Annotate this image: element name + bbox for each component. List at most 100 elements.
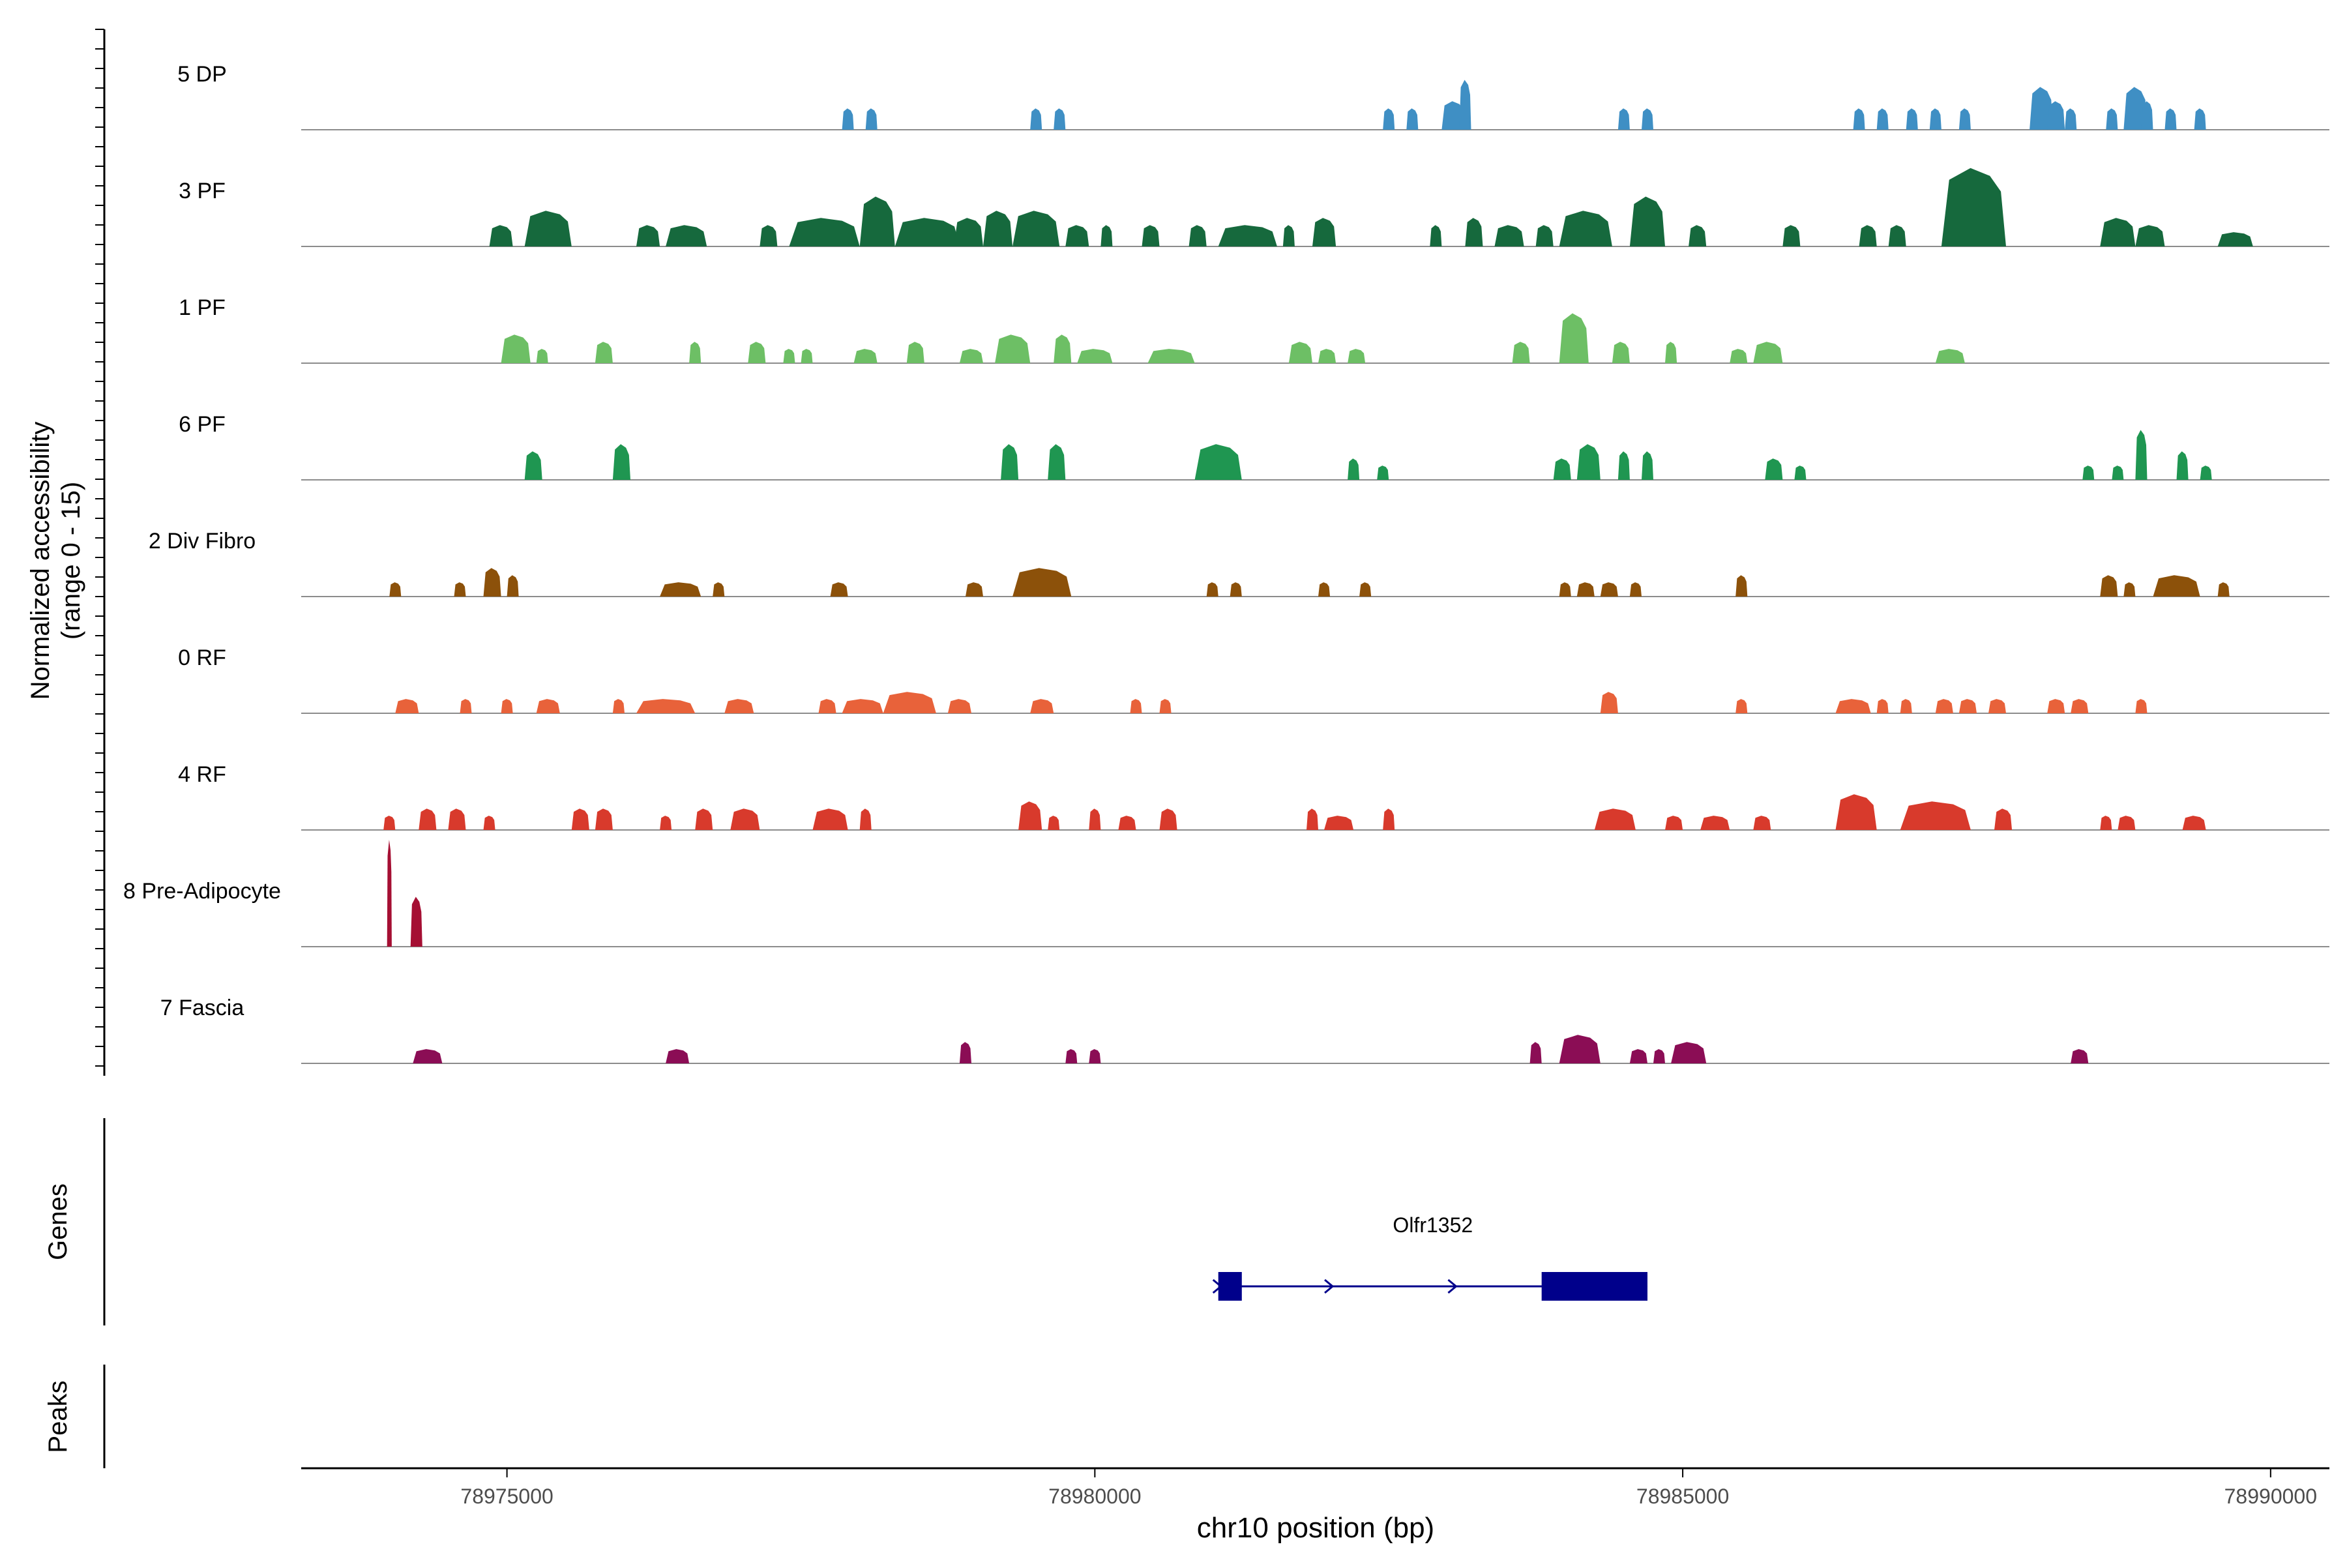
track-5: 0 RF <box>178 645 2329 714</box>
track-peak-19 <box>1612 342 1630 363</box>
track-0: 5 DP <box>177 62 2329 130</box>
track-peak-12 <box>1048 816 1060 830</box>
track-peak-8 <box>1576 444 1601 480</box>
track-peak-5 <box>636 699 696 713</box>
track-peak-11 <box>1054 334 1072 363</box>
track-peak-22 <box>2047 699 2065 713</box>
track-peak-16 <box>1282 225 1295 246</box>
x-axis-ticks: 78975000 78980000 78985000 78990000 <box>460 1468 2317 1508</box>
track-peak-31 <box>2217 232 2253 246</box>
track-peak-5 <box>1348 458 1360 480</box>
track-peak-3 <box>1048 444 1066 480</box>
track-peak-17 <box>1512 342 1530 363</box>
track-peak-20 <box>2153 575 2200 597</box>
track-peak-16 <box>2176 451 2189 480</box>
track-1: 3 PF <box>179 168 2329 247</box>
track-peak-1 <box>524 211 572 246</box>
track-peak-27 <box>2118 816 2136 830</box>
x-axis-title: chr10 position (bp) <box>1197 1512 1434 1544</box>
track-peak-10 <box>1012 211 1060 246</box>
track-peak-17 <box>2065 108 2077 130</box>
track-peak-23 <box>2071 699 2089 713</box>
track-peak-14 <box>1958 108 1971 130</box>
track-peak-21 <box>1988 699 2006 713</box>
track-peak-4 <box>1383 108 1395 130</box>
track-peak-20 <box>2141 101 2153 130</box>
track-peak-18 <box>1383 808 1395 830</box>
track-peak-15 <box>2030 87 2054 130</box>
tracks-layer: 5 DP 3 PF 1 PF 6 PF 2 Div Fibro 0 RF 4 RF 8 Pre… <box>123 62 2329 1064</box>
track-peak-1 <box>536 349 548 363</box>
track-peak-17 <box>1735 575 1748 597</box>
track-peak-20 <box>1665 342 1677 363</box>
track-peak-2 <box>959 1042 971 1063</box>
track-peak-2 <box>448 808 466 830</box>
track-peak-12 <box>1077 349 1113 363</box>
track-peak-21 <box>1700 816 1730 830</box>
track-peak-22 <box>1753 342 1783 363</box>
track-peak-2 <box>483 568 501 597</box>
track-peak-24 <box>2135 699 2148 713</box>
track-peak-28 <box>2182 816 2206 830</box>
track-peak-21 <box>2164 108 2177 130</box>
track-peak-11 <box>1018 801 1042 830</box>
y-axis-title-line2: (range 0 - 15) <box>57 482 85 640</box>
track-peak-21 <box>1730 349 1748 363</box>
x-tick-label: 78975000 <box>460 1485 553 1508</box>
track-peak-3 <box>1065 1049 1078 1063</box>
track-peak-10 <box>947 699 971 713</box>
track-peak-12 <box>1100 225 1113 246</box>
track-peak-25 <box>1994 808 2013 830</box>
track-peak-6 <box>1559 1035 1601 1063</box>
track-peak-0 <box>501 334 531 363</box>
track-peak-14 <box>1600 692 1618 713</box>
track-peak-26 <box>2100 816 2112 830</box>
x-tick-label: 78985000 <box>1636 1485 1729 1508</box>
track-peak-2 <box>1030 108 1042 130</box>
track-peak-19 <box>1935 699 1953 713</box>
track-peak-8 <box>906 342 924 363</box>
track-peak-0 <box>387 840 392 947</box>
track-peak-16 <box>1629 582 1642 597</box>
track-peak-22 <box>2194 108 2206 130</box>
track-peak-18 <box>2106 108 2118 130</box>
gene-exon-1 <box>1541 1272 1647 1301</box>
track-peak-27 <box>1888 225 1906 246</box>
track-peak-1 <box>454 582 466 597</box>
track-peak-1 <box>460 699 472 713</box>
track-peak-2 <box>501 699 513 713</box>
track-peak-9 <box>1617 451 1630 480</box>
track-label: 1 PF <box>179 295 226 320</box>
track-peak-12 <box>1359 582 1372 597</box>
track-6: 4 RF <box>178 762 2329 831</box>
track-label: 5 DP <box>177 62 227 87</box>
track-peak-12 <box>1906 108 1918 130</box>
track-peak-16 <box>1306 808 1318 830</box>
track-peak-0 <box>842 108 854 130</box>
track-peak-9 <box>1671 1042 1707 1063</box>
track-peak-21 <box>1535 225 1554 246</box>
track-peak-7 <box>894 218 960 246</box>
track-peak-18 <box>1900 699 1912 713</box>
track-8: 7 Fascia <box>160 996 2329 1064</box>
track-peak-7 <box>1629 1049 1647 1063</box>
track-peak-20 <box>1665 816 1683 830</box>
track-peak-14 <box>1576 582 1595 597</box>
coverage-y-ticks <box>95 29 104 1067</box>
track-label: 0 RF <box>178 645 226 670</box>
track-peak-12 <box>1794 466 1807 480</box>
track-peak-4 <box>748 342 766 363</box>
track-peak-6 <box>801 349 813 363</box>
track-peak-10 <box>995 334 1031 363</box>
track-label: 6 PF <box>179 412 226 437</box>
track-peak-19 <box>1594 808 1636 830</box>
track-peak-4 <box>660 582 701 597</box>
track-peak-6 <box>1441 101 1466 130</box>
track-peak-10 <box>1642 451 1653 480</box>
track-peak-23 <box>1629 196 1665 246</box>
track-peak-15 <box>1735 699 1748 713</box>
track-3: 6 PF <box>179 412 2329 481</box>
peaks-panel-label: Peaks <box>44 1380 72 1453</box>
track-peak-8 <box>842 699 883 713</box>
track-peak-3 <box>666 225 707 246</box>
